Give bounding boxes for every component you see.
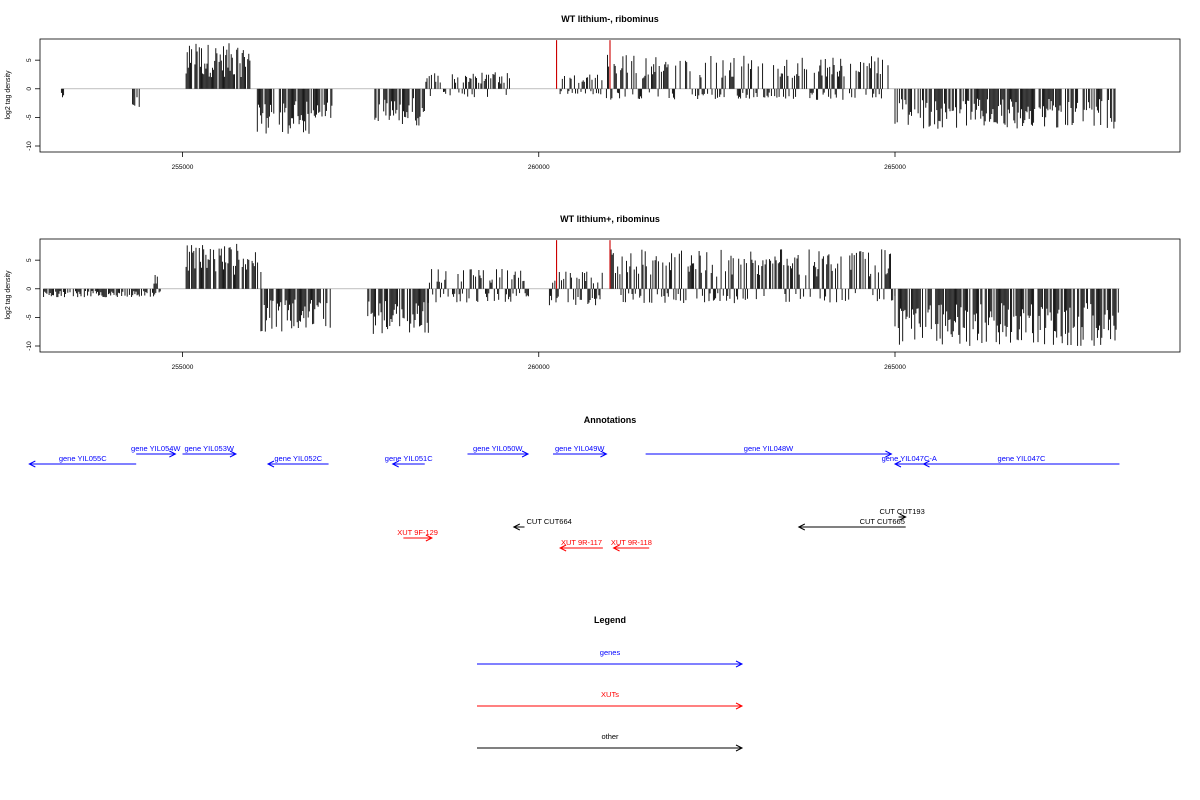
panel-lithium-plus: WT lithium+, ribominus log2 tag density … [5, 214, 1181, 371]
cut-label: CUT CUT665 [860, 517, 905, 526]
x-tick-label: 265000 [884, 164, 906, 171]
x-tick-label: 255000 [172, 364, 194, 371]
y-axis-label: log2 tag density [5, 270, 12, 320]
plot-frame [39, 238, 1181, 353]
xut-label: XUT 9R-118 [611, 538, 652, 547]
legend-title: Legend [594, 615, 626, 625]
panel-lithium-minus: WT lithium-, ribominus log2 tag density … [5, 14, 1181, 171]
gene-arrow-arrowhead [600, 450, 608, 458]
legend-arrowhead [735, 702, 744, 710]
y-axis-label: log2 tag density [5, 70, 12, 120]
gene-arrow-arrowhead [229, 450, 238, 458]
gene-label: gene YIL055C [59, 454, 107, 463]
y-tick-label: 5 [26, 258, 33, 262]
cut-arrow-arrowhead [797, 523, 806, 531]
y-tick-label: 0 [26, 287, 33, 291]
x-tick-label: 260000 [528, 364, 550, 371]
legend-arrowhead [735, 660, 744, 668]
xut-arrow-arrowhead [559, 544, 567, 552]
legend-arrowhead [735, 744, 744, 752]
y-tick-label: -10 [26, 141, 33, 151]
cut-arrow-arrowhead [899, 513, 907, 521]
gene-arrow-arrowhead [266, 460, 275, 468]
gene-arrow-arrowhead [169, 450, 177, 458]
gene-arrow-arrowhead [922, 460, 930, 468]
legend-label: other [601, 732, 619, 741]
gene-label: gene YIL047C-A [882, 454, 937, 463]
cut-label: CUT CUT193 [879, 507, 924, 516]
xut-arrow-arrowhead [425, 534, 433, 542]
x-tick-label: 260000 [528, 164, 550, 171]
legend: Legend genes XUTs other [477, 615, 744, 752]
gene-arrow-arrowhead [391, 460, 399, 468]
plot-frame [39, 38, 1181, 153]
xut-label: XUT 9F-129 [397, 528, 438, 537]
gene-arrow-arrowhead [893, 460, 902, 468]
y-tick-label: -5 [26, 314, 33, 320]
gene-label: gene YIL047C [998, 454, 1046, 463]
gene-label: gene YIL048W [744, 444, 794, 453]
cut-label: CUT CUT664 [527, 517, 572, 526]
xut-arrow-arrowhead [612, 544, 620, 552]
y-tick-label: 5 [26, 58, 33, 62]
xut-label: XUT 9R-117 [561, 538, 602, 547]
cut-arrow-arrowhead [512, 523, 521, 531]
legend-label: genes [600, 648, 621, 657]
legend-label: XUTs [601, 690, 619, 699]
y-tick-label: -5 [26, 114, 33, 120]
y-tick-label: 0 [26, 87, 33, 91]
gene-label: gene YIL049W [555, 444, 605, 453]
gene-arrow-arrowhead [28, 460, 36, 468]
gene-label: gene YIL050W [473, 444, 523, 453]
x-tick-label: 265000 [884, 364, 906, 371]
gene-label: gene YIL052C [274, 454, 322, 463]
panel-title: WT lithium-, ribominus [561, 14, 659, 24]
y-tick-label: -10 [26, 341, 33, 351]
gene-label: gene YIL054W [131, 444, 181, 453]
gene-label: gene YIL053W [184, 444, 234, 453]
annotations-title: Annotations [584, 415, 637, 425]
gene-arrow-arrowhead [521, 450, 530, 458]
gene-arrow-arrowhead [885, 450, 893, 458]
x-tick-label: 255000 [172, 164, 194, 171]
gene-label: gene YIL051C [385, 454, 433, 463]
panel-title: WT lithium+, ribominus [560, 214, 660, 224]
